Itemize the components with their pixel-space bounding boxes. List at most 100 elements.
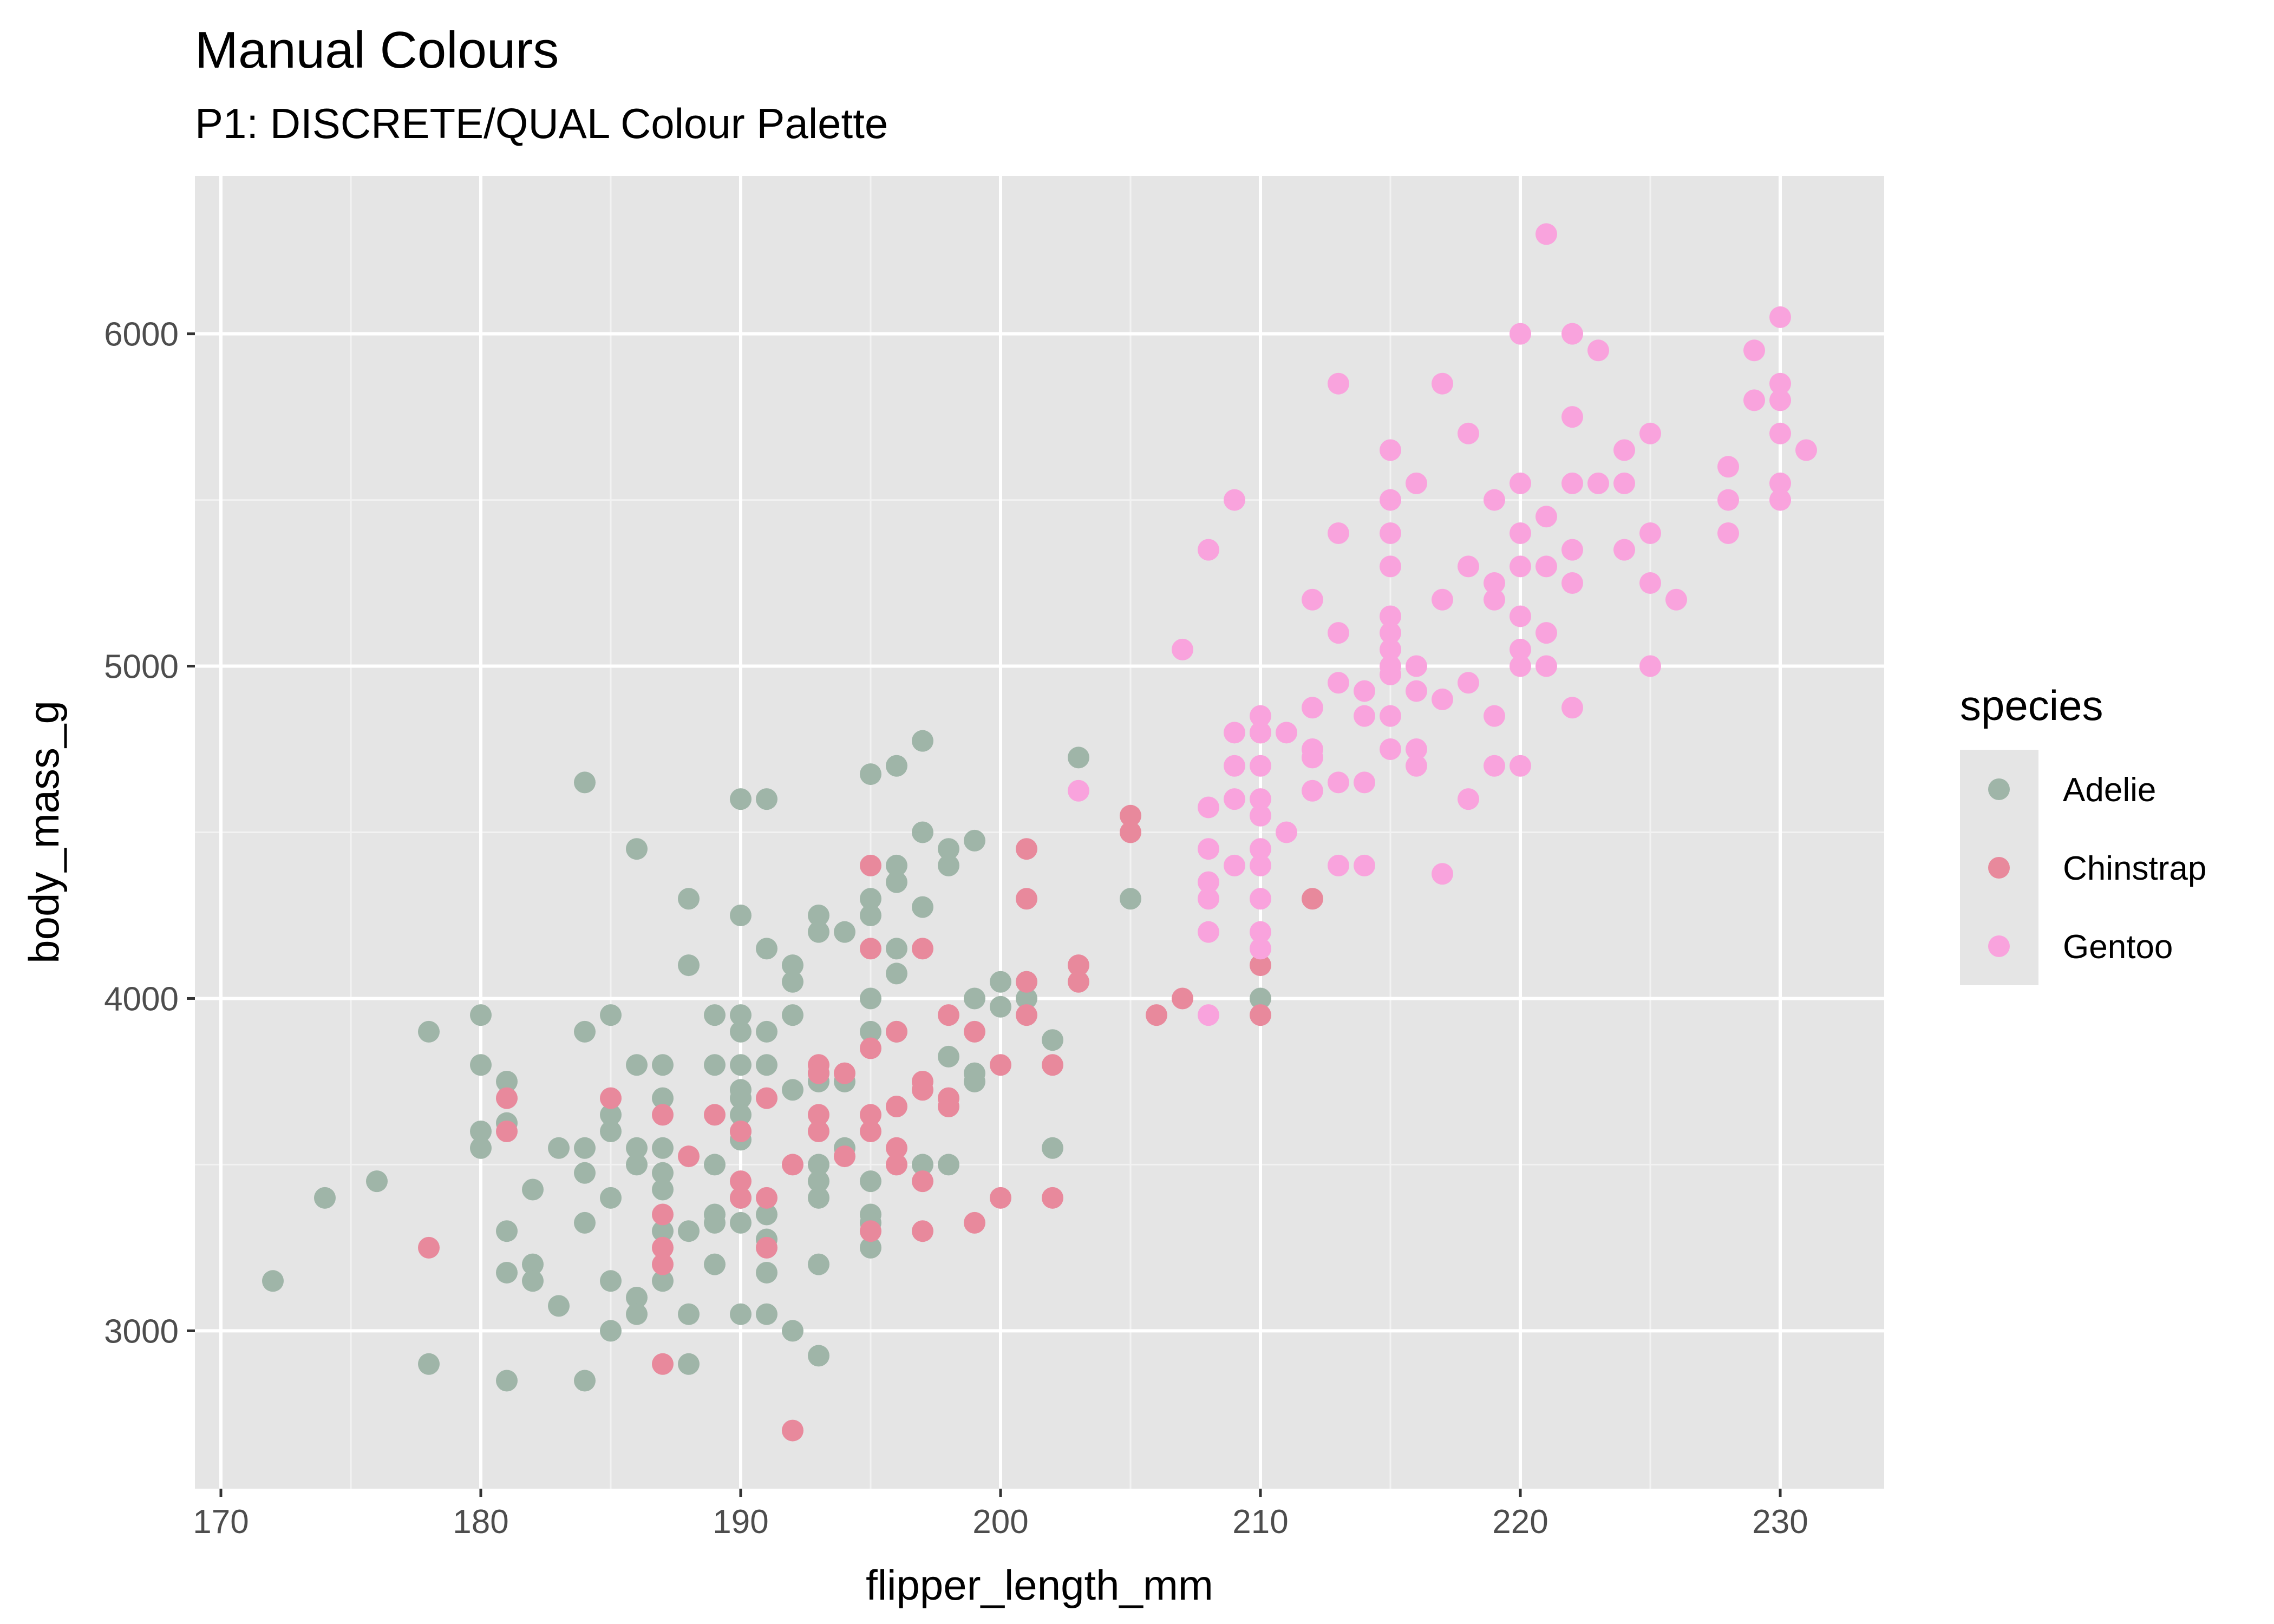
data-point [1561,323,1583,345]
data-point [1717,456,1739,478]
data-point [730,1054,752,1076]
data-point [1198,539,1219,561]
data-point [860,1170,881,1193]
data-point [678,1220,700,1242]
data-point [1250,854,1271,876]
data-point [782,1419,803,1442]
x-axis-title: flipper_length_mm [866,1561,1213,1609]
data-point [1380,605,1401,627]
data-point [262,1270,284,1292]
data-point [1561,572,1583,594]
data-point [1613,539,1635,561]
data-point [1717,522,1739,544]
data-point [1250,804,1271,827]
data-point [860,1121,881,1143]
data-point [1406,755,1427,777]
data-point [860,763,881,785]
data-point [1717,489,1739,511]
data-point [1380,439,1401,461]
data-point [678,1303,700,1325]
data-point [1458,788,1479,810]
data-point [1535,223,1557,245]
data-point [1639,655,1661,677]
y-tick-label: 6000 [104,316,179,353]
data-point [678,1353,700,1375]
data-point [1484,572,1505,594]
data-point [860,1104,881,1126]
data-point [808,1170,829,1193]
data-point [704,1104,726,1126]
data-point [860,1020,881,1043]
data-point [470,1054,492,1076]
data-point [626,1303,648,1325]
data-point [938,854,959,876]
data-point [1198,921,1219,943]
legend: species Adelie Chinstrap Gentoo [1960,682,2206,985]
data-point [548,1295,570,1317]
data-point [1042,1137,1063,1159]
data-point [938,1095,959,1117]
data-point [860,1236,881,1259]
legend-item-adelie: Adelie [1988,771,2156,809]
x-tick-label: 210 [1232,1503,1288,1541]
data-point [756,1020,777,1043]
data-point [730,1020,752,1043]
data-point [496,1261,518,1284]
data-point [1380,663,1401,685]
data-point [1613,439,1635,461]
data-point [1068,746,1089,769]
data-point [1354,771,1375,794]
data-point [1587,472,1609,494]
data-point [730,904,752,926]
data-point [808,921,829,943]
data-point [522,1178,544,1201]
data-point [652,1236,674,1259]
data-point [756,1261,777,1284]
data-point [1510,555,1531,578]
data-point [1406,738,1427,761]
data-point [1510,655,1531,677]
data-point [704,1154,726,1176]
data-point [652,1220,674,1242]
x-axis: 170 180 190 200 210 220 230 [193,1489,1808,1541]
data-point [626,1054,648,1076]
data-point [574,771,596,794]
data-point [1354,854,1375,876]
data-point [782,954,803,977]
data-point [366,1170,388,1193]
data-point [1354,705,1375,727]
data-point [1587,339,1609,362]
data-point [886,755,907,777]
data-point [574,1370,596,1392]
data-points [262,223,1817,1442]
data-point [1484,705,1505,727]
data-point [418,1236,440,1259]
data-point [626,838,648,860]
data-point [808,1154,829,1176]
data-point [1743,339,1765,362]
data-point [1380,522,1401,544]
data-point [652,1162,674,1184]
data-point [912,821,933,843]
data-point [1302,588,1323,611]
legend-label: Chinstrap [2063,850,2206,887]
data-point [600,1087,622,1109]
data-point [990,971,1011,993]
data-point [1224,854,1245,876]
data-point [756,1236,777,1259]
data-point [678,1145,700,1168]
data-point [652,1353,674,1375]
data-point [1016,1004,1037,1026]
data-point [1665,588,1687,611]
data-point [1510,755,1531,777]
data-point [990,1054,1011,1076]
series-gentoo [1068,223,1817,1026]
data-point [1432,588,1453,611]
data-point [808,1253,829,1275]
data-point [1276,722,1297,744]
data-point [652,1104,674,1126]
data-point [964,1070,985,1092]
data-point [1510,522,1531,544]
legend-swatch [1988,935,2010,957]
data-point [496,1087,518,1109]
